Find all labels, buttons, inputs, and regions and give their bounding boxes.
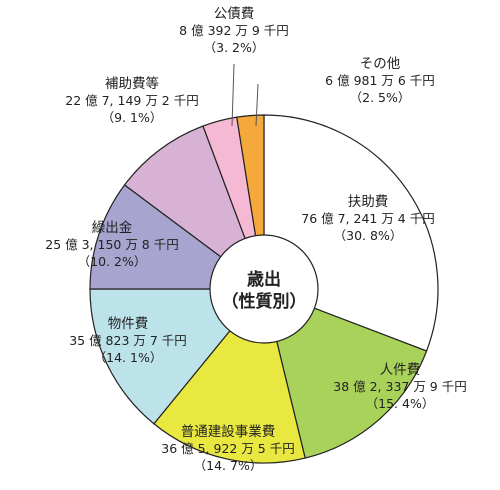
slice-8-percent-label: （2. 5%）	[350, 90, 411, 105]
slice-3-percent-label: （14. 7%）	[194, 458, 263, 473]
slice-5-amount: 25 億 3, 150 万 8 千円	[45, 237, 178, 252]
slice-4-amount: 35 億 823 万 7 千円	[69, 333, 187, 348]
donut-center-hole	[209, 234, 319, 344]
slice-5-percent-label: （10. 2%）	[78, 254, 147, 269]
slice-6-amount: 22 億 7, 149 万 2 千円	[65, 93, 198, 108]
slice-4-percent-label: （14. 1%）	[94, 350, 163, 365]
center-label-line-2: （性質別）	[222, 291, 307, 312]
slice-7-leader-line	[231, 63, 235, 127]
center-label-line-1: 歳出	[247, 269, 281, 290]
slice-8-name: その他	[360, 56, 401, 72]
slice-5-name: 繰出金	[92, 220, 133, 236]
slice-4	[89, 288, 266, 425]
slice-1-name: 扶助費	[348, 194, 389, 210]
slice-6-name: 補助費等	[105, 75, 159, 92]
slice-2-name: 人件費	[380, 362, 421, 378]
slice-6-percent-label: （9. 1%）	[102, 110, 163, 125]
slice-7-name: 公債費	[214, 6, 255, 22]
slice-7-amount: 8 億 392 万 9 千円	[179, 23, 289, 38]
slice-1-amount: 76 億 7, 241 万 4 千円	[301, 211, 434, 226]
slice-2-amount: 38 億 2, 337 万 9 千円	[333, 379, 466, 394]
slice-7-percent-label: （3. 2%）	[204, 40, 265, 55]
slice-3-name: 普通建設事業費	[181, 424, 276, 440]
slice-2	[263, 288, 428, 459]
slice-1-percent-label: （30. 8%）	[334, 228, 403, 243]
slice-4-name: 物件費	[108, 316, 149, 332]
slice-8-amount: 6 億 981 万 6 千円	[325, 73, 435, 88]
slice-8-leader-line	[255, 83, 259, 127]
leader-lines	[231, 63, 259, 127]
slice-2-percent-label: （15. 4%）	[366, 396, 435, 411]
slice-3-amount: 36 億 5, 922 万 5 千円	[161, 441, 294, 456]
